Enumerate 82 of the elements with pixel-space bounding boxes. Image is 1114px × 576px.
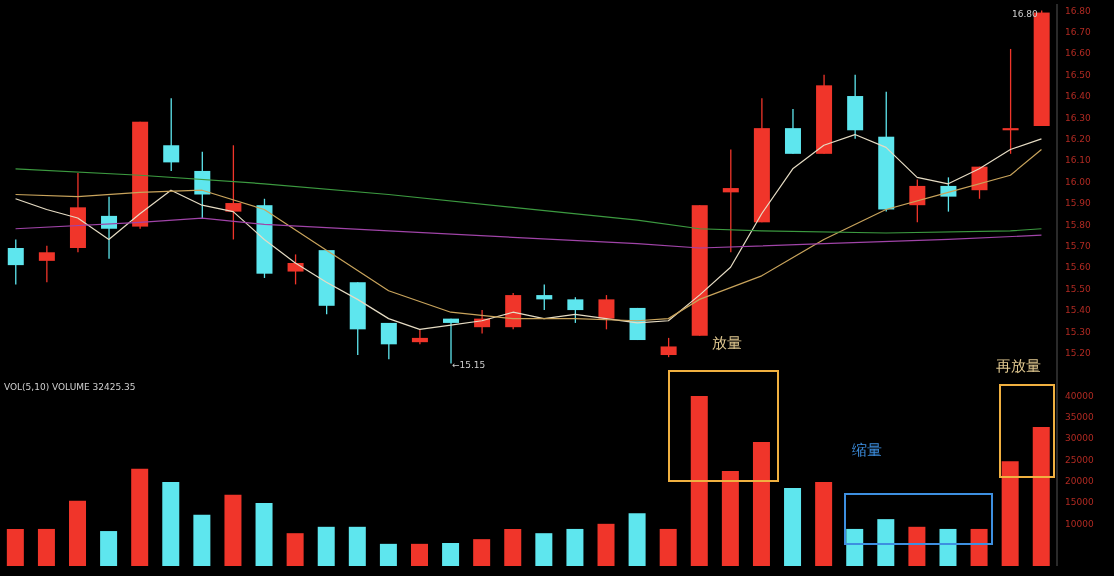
y-tick-label: 15.30 (1065, 326, 1092, 337)
candlestick (38, 245, 55, 283)
candlestick (567, 296, 584, 324)
y-tick-label: 15.40 (1065, 305, 1092, 316)
annotation: 再放量 (996, 357, 1041, 376)
bar (442, 542, 460, 566)
bar (193, 514, 211, 566)
candlestick (536, 283, 553, 311)
y-tick-label: 40000 (1065, 390, 1094, 401)
candlestick (101, 195, 118, 260)
y-tick-label: 16.40 (1065, 91, 1092, 102)
bar (317, 526, 335, 566)
y-tick-label: 15.60 (1065, 262, 1092, 273)
bar (846, 528, 864, 566)
y-tick-label: 15.70 (1065, 241, 1092, 252)
annotation: ←15.15 (452, 360, 486, 370)
bar (504, 528, 522, 566)
candlestick (225, 144, 242, 241)
bar (255, 502, 273, 566)
bar (566, 528, 584, 566)
bar (1032, 427, 1050, 566)
bar (908, 526, 926, 566)
text: VOL(5,10) VOLUME 32425.35 (4, 382, 136, 392)
y-tick-label: 15.50 (1065, 283, 1092, 294)
candlestick (1002, 48, 1019, 155)
line-series (14, 217, 1043, 249)
y-tick-label: 30000 (1065, 433, 1094, 444)
candlestick (411, 328, 428, 345)
y-tick-label: 16.20 (1065, 134, 1092, 145)
bar (100, 531, 118, 566)
candlestick (380, 322, 397, 360)
bar (473, 539, 491, 566)
y-tick-label: 15000 (1065, 497, 1094, 508)
bar (690, 395, 708, 566)
bar (131, 468, 149, 566)
annotation: 缩量 (852, 441, 882, 460)
bar (1001, 461, 1019, 566)
candlestick (7, 238, 24, 286)
candlestick (722, 148, 739, 253)
bar (939, 528, 957, 566)
y-tick-label: 20000 (1065, 475, 1094, 486)
bar (379, 543, 397, 566)
bar (815, 482, 833, 566)
y-tick-label: 15.90 (1065, 198, 1092, 209)
candlestick (287, 253, 304, 286)
candlestick (163, 97, 180, 172)
y-tick-label: 16.30 (1065, 112, 1092, 123)
bar (752, 442, 770, 566)
bar (784, 488, 802, 566)
bar (224, 494, 242, 566)
y-tick-label: 16.00 (1065, 176, 1092, 187)
bar (286, 533, 304, 566)
bar (69, 500, 87, 566)
bar (659, 528, 677, 566)
y-tick-label: 10000 (1065, 518, 1094, 529)
candlestick (940, 176, 957, 213)
bar (970, 528, 988, 566)
y-tick-label: 25000 (1065, 454, 1094, 465)
bar (37, 528, 55, 566)
bar (597, 523, 615, 566)
bar (348, 526, 366, 566)
annotation: 放量 (712, 334, 742, 353)
y-tick-label: 16.60 (1065, 48, 1092, 59)
bar (877, 519, 895, 566)
bar (721, 470, 739, 566)
y-tick-label: 15.20 (1065, 348, 1092, 359)
candlestick (909, 178, 926, 223)
annotation: 16.80 (1012, 9, 1038, 19)
bar (6, 528, 24, 566)
bar (410, 543, 428, 566)
y-tick-label: 16.10 (1065, 155, 1092, 166)
y-tick-label: 16.80 (1065, 5, 1092, 16)
y-tick-label: 16.50 (1065, 69, 1092, 80)
candlestick (598, 294, 615, 330)
line-series (14, 168, 1043, 234)
y-tick-label: 15.80 (1065, 219, 1092, 230)
bar (628, 513, 646, 566)
candlestick (660, 337, 677, 358)
y-tick-label: 35000 (1065, 412, 1094, 423)
y-tick-label: 16.70 (1065, 27, 1092, 38)
bar (162, 482, 180, 566)
bar (535, 533, 553, 566)
